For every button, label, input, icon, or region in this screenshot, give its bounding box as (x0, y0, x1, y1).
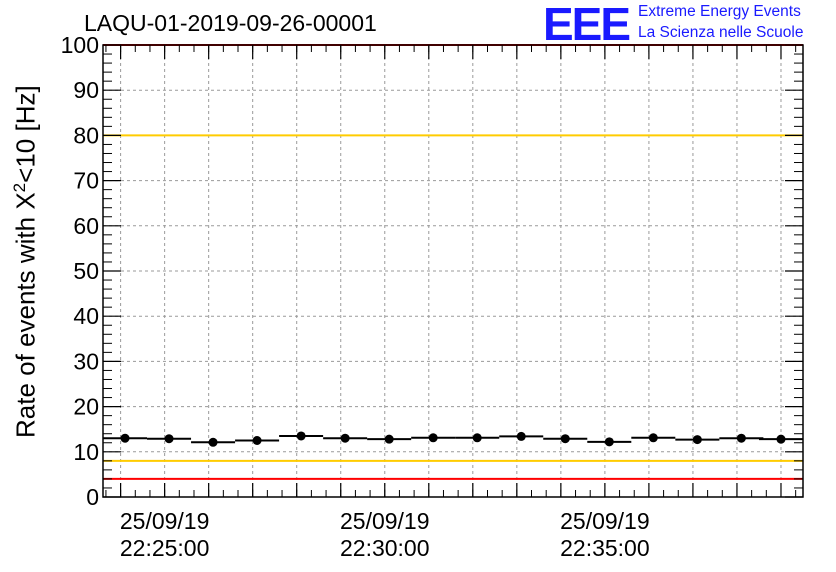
data-point (516, 431, 526, 441)
data-point (560, 434, 570, 444)
axis-ticks (103, 44, 803, 498)
data-point (384, 434, 394, 444)
data-point (604, 437, 614, 447)
y-tick-label: 20 (73, 394, 99, 420)
x-tick-date: 25/09/19 (339, 508, 430, 534)
data-point (776, 434, 786, 444)
x-tick-label: 25/09/19 22:25:00 (95, 508, 235, 562)
y-axis-label-main: Rate of events with X (10, 192, 41, 438)
eee-logo: EEE (543, 0, 631, 50)
x-tick-label: 25/09/19 22:30:00 (315, 508, 455, 562)
y-tick-labels: 0 10 20 30 40 50 60 70 80 90 100 (61, 32, 99, 510)
y-tick-label: 10 (73, 439, 99, 465)
y-tick-label: 80 (73, 122, 99, 148)
data-point (648, 433, 658, 443)
data-point (692, 435, 702, 445)
x-tick-date: 25/09/19 (560, 508, 650, 534)
y-tick-label: 100 (61, 32, 99, 58)
y-axis-label-superscript: 2 (10, 182, 29, 193)
y-tick-label: 30 (73, 348, 99, 374)
y-tick-label: 50 (73, 258, 99, 284)
x-tick-time: 22:25:00 (119, 535, 210, 561)
data-point (472, 433, 482, 443)
data-point (120, 433, 130, 443)
data-point (296, 431, 306, 441)
data-point (340, 433, 350, 443)
y-tick-label: 70 (73, 168, 99, 194)
data-point (164, 434, 174, 444)
data-series (103, 431, 803, 447)
x-tick-time: 22:30:00 (339, 535, 430, 561)
reference-lines (103, 44, 803, 480)
data-point (428, 433, 438, 443)
chart-title: LAQU-01-2019-09-26-00001 (84, 10, 377, 36)
y-axis-label-tail: <10 [Hz] (10, 85, 41, 183)
y-tick-label: 90 (73, 77, 99, 103)
y-tick-label: 60 (73, 213, 99, 239)
data-point (252, 436, 262, 445)
grid (103, 45, 803, 497)
y-tick-label: 40 (73, 303, 99, 329)
data-point (208, 437, 218, 447)
data-point (736, 433, 746, 443)
logo-text-line2: La Scienza nelle Scuole (638, 24, 804, 41)
logo-text-line1: Extreme Energy Events (638, 3, 801, 20)
y-tick-label: 0 (86, 484, 99, 510)
x-tick-label: 25/09/19 22:35:00 (535, 508, 675, 562)
x-tick-time: 22:35:00 (560, 535, 650, 561)
x-tick-date: 25/09/19 (119, 508, 210, 534)
